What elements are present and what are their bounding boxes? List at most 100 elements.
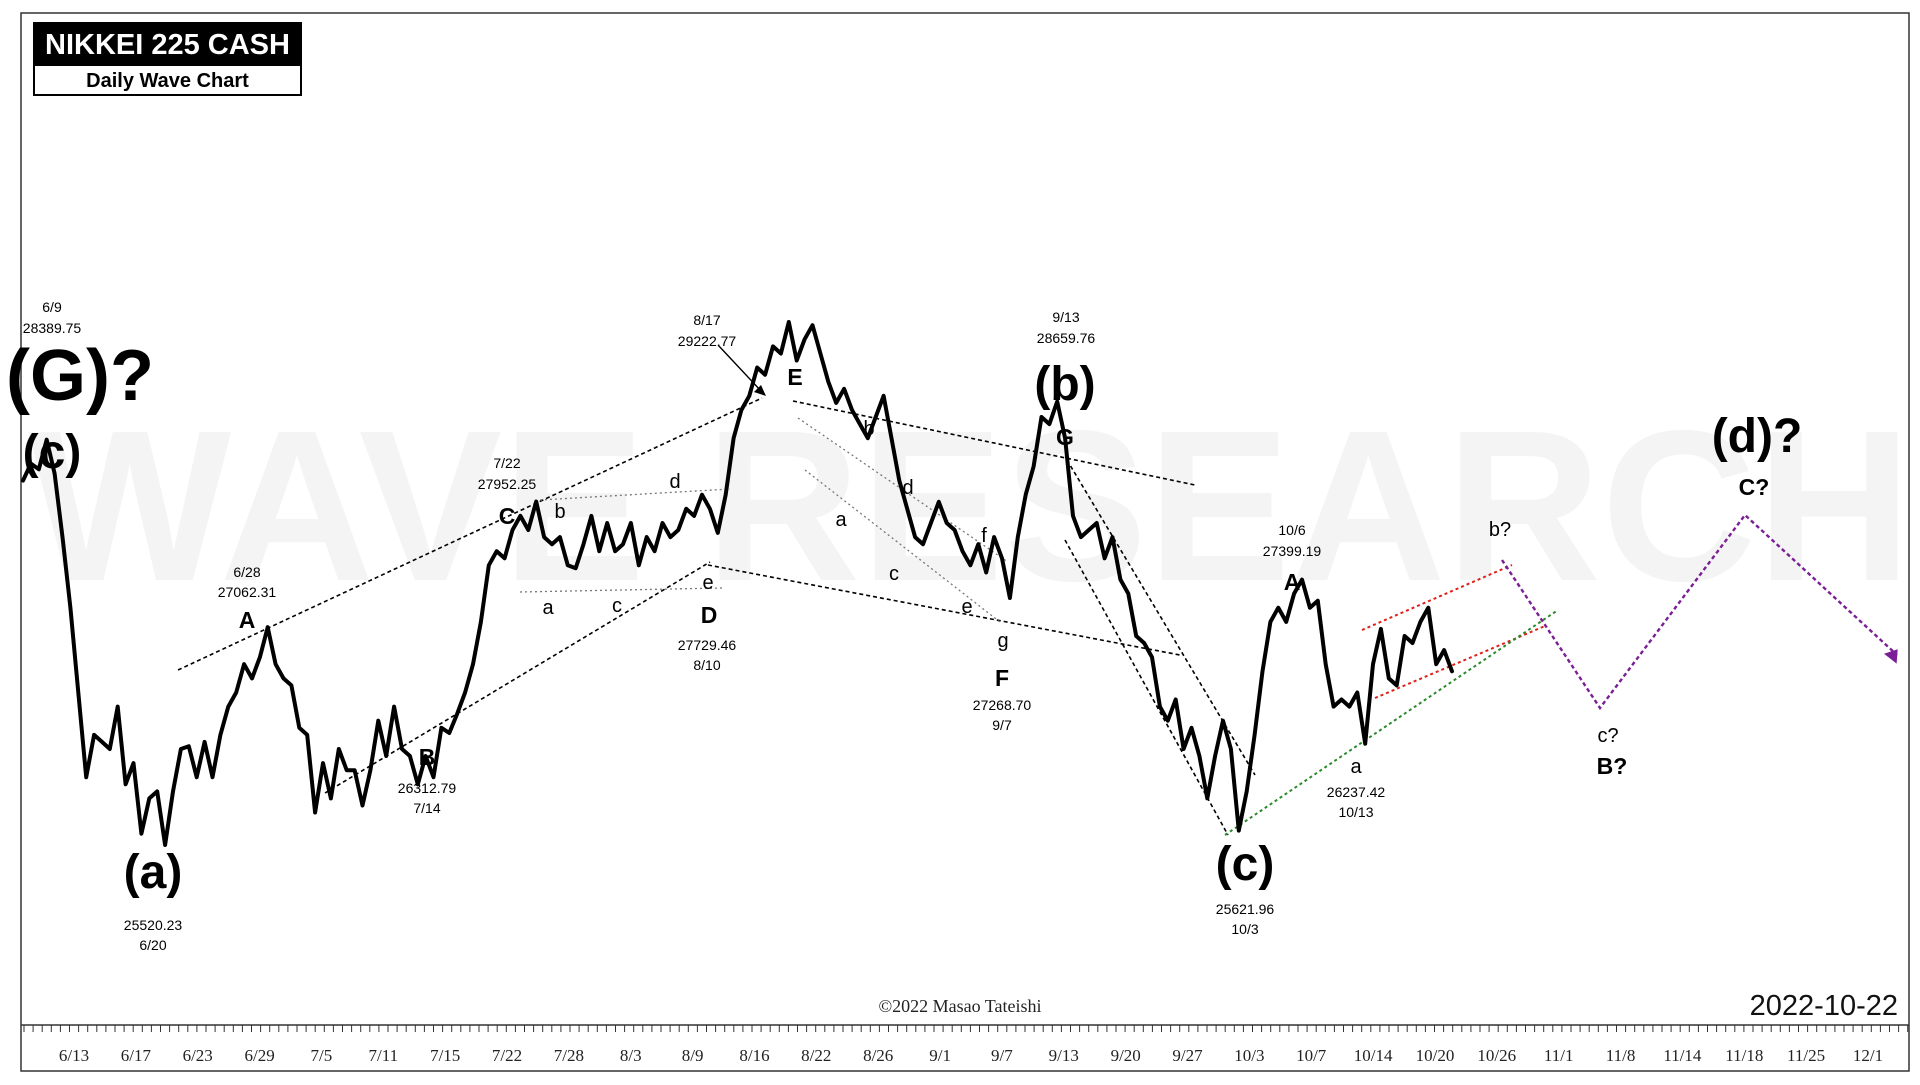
x-tick-label: 11/14 [1663,1046,1702,1065]
price-annotation: 7/14 [413,800,440,816]
price-annotation: 8/10 [693,657,720,673]
price-annotation: 27268.70 [973,697,1032,713]
chart-subtitle: Daily Wave Chart [86,70,249,92]
wave-label: E [787,364,802,390]
price-annotation: 7/22 [493,455,520,471]
x-tick-label: 12/1 [1853,1046,1883,1065]
price-annotation: 10/6 [1278,522,1305,538]
wave-label-major: (c) [23,426,82,479]
price-annotation: 6/28 [233,564,260,580]
x-tick-label: 7/11 [369,1046,399,1065]
minor-wave-label: c [889,563,899,585]
minor-wave-label: c [612,595,622,617]
peak-arrow [717,344,766,396]
wave-label: F [995,665,1009,691]
x-tick-label: 8/26 [863,1046,893,1065]
x-tick-label: 6/29 [244,1046,274,1065]
price-annotation: 27062.31 [218,584,277,600]
wave-label: B? [1597,753,1628,779]
wave-label-major: (a) [124,846,183,899]
price-annotation: 28659.76 [1037,330,1096,346]
minor-wave-label: f [981,525,987,547]
price-annotation: 10/3 [1231,921,1258,937]
x-tick-label: 7/15 [430,1046,460,1065]
date-stamp: 2022-10-22 [1750,990,1898,1022]
x-tick-label: 9/1 [929,1046,951,1065]
price-annotation: 9/13 [1052,309,1079,325]
price-annotation: 9/7 [992,717,1012,733]
x-tick-label: 11/18 [1725,1046,1763,1065]
wave-label: C? [1739,474,1770,500]
x-tick-label: 10/14 [1354,1046,1393,1065]
x-axis-tick-labels: 6/13 6/17 6/23 6/29 7/5 7/11 7/15 7/22 7/28 8/3 8/… [59,1046,1883,1065]
price-annotation: 8/17 [693,312,720,328]
minor-wave-label: b? [1489,519,1511,541]
price-annotation: 27399.19 [1263,543,1322,559]
x-tick-label: 6/17 [121,1046,152,1065]
wave-labels: 6/9 28389.75(G)? (c) (a) 25520.23 6/20 6/28 270… [6,299,1802,953]
trendlines [177,397,1559,836]
minor-wave-label: d [669,471,680,493]
wave-label-major: (d)? [1712,410,1803,463]
price-series-line [21,320,1454,847]
price-annotation: 10/13 [1338,804,1373,820]
x-tick-label: 9/13 [1049,1046,1079,1065]
plot-frame [20,12,1910,1072]
watermark: WAVE RESEARCH [28,385,1911,626]
minor-wave-label: e [961,596,972,618]
x-tick-label: 6/13 [59,1046,89,1065]
price-annotation: 26312.79 [398,780,457,796]
wave-label-major: (b) [1034,358,1095,411]
copyright: ©2022 Masao Tateishi [878,996,1041,1016]
price-annotation: 28389.75 [23,320,82,336]
price-annotation: 26237.42 [1327,784,1386,800]
wave-label: A [239,607,256,633]
x-tick-label: 11/25 [1787,1046,1825,1065]
x-tick-label: 8/9 [682,1046,704,1065]
price-annotation: 29222.77 [678,333,737,349]
price-annotation: 25520.23 [124,917,183,933]
x-tick-label: 9/7 [991,1046,1013,1065]
chart-title: NIKKEI 225 CASH [35,24,300,66]
wave-label-major: (c) [1216,838,1275,891]
x-tick-label: 8/16 [739,1046,769,1065]
x-tick-label: 10/20 [1416,1046,1455,1065]
x-tick-label: 7/22 [492,1046,522,1065]
minor-wave-label: a [1350,756,1362,778]
x-tick-label: 7/5 [311,1046,333,1065]
title-box: NIKKEI 225 CASH Daily Wave Chart [33,22,302,96]
x-tick-label: 9/20 [1111,1046,1141,1065]
x-tick-label: 8/22 [801,1046,831,1065]
x-tick-label: 11/1 [1544,1046,1574,1065]
minor-wave-label: b [863,418,874,440]
x-tick-label: 10/7 [1296,1046,1327,1065]
price-annotation: 27952.25 [478,476,537,492]
wave-label: A [1284,569,1301,595]
x-tick-label: 10/3 [1234,1046,1264,1065]
price-annotation: 25621.96 [1216,901,1275,917]
x-tick-label: 6/23 [183,1046,213,1065]
minor-wave-label: b [554,501,565,523]
x-tick-label: 9/27 [1172,1046,1203,1065]
minor-wave-label: a [542,597,554,619]
minor-wave-label: c? [1597,725,1618,747]
minor-wave-label: e [702,572,713,594]
price-annotation: 6/20 [139,937,166,953]
price-annotation: 27729.46 [678,637,737,653]
minor-wave-label: d [902,477,913,499]
minor-wave-label: g [997,630,1008,652]
x-tick-label: 10/26 [1477,1046,1516,1065]
price-annotation: 6/9 [42,299,62,315]
x-tick-label: 7/28 [554,1046,584,1065]
wave-label: G [1056,424,1074,450]
x-tick-label: 8/3 [620,1046,642,1065]
wave-label-major: (G)? [6,336,154,416]
wave-label: C [499,503,516,529]
wave-label: B [419,744,436,770]
x-axis-ticks [23,1025,1909,1032]
minor-wave-label: a [835,509,847,531]
x-tick-label: 11/8 [1606,1046,1636,1065]
wave-label: D [701,602,718,628]
